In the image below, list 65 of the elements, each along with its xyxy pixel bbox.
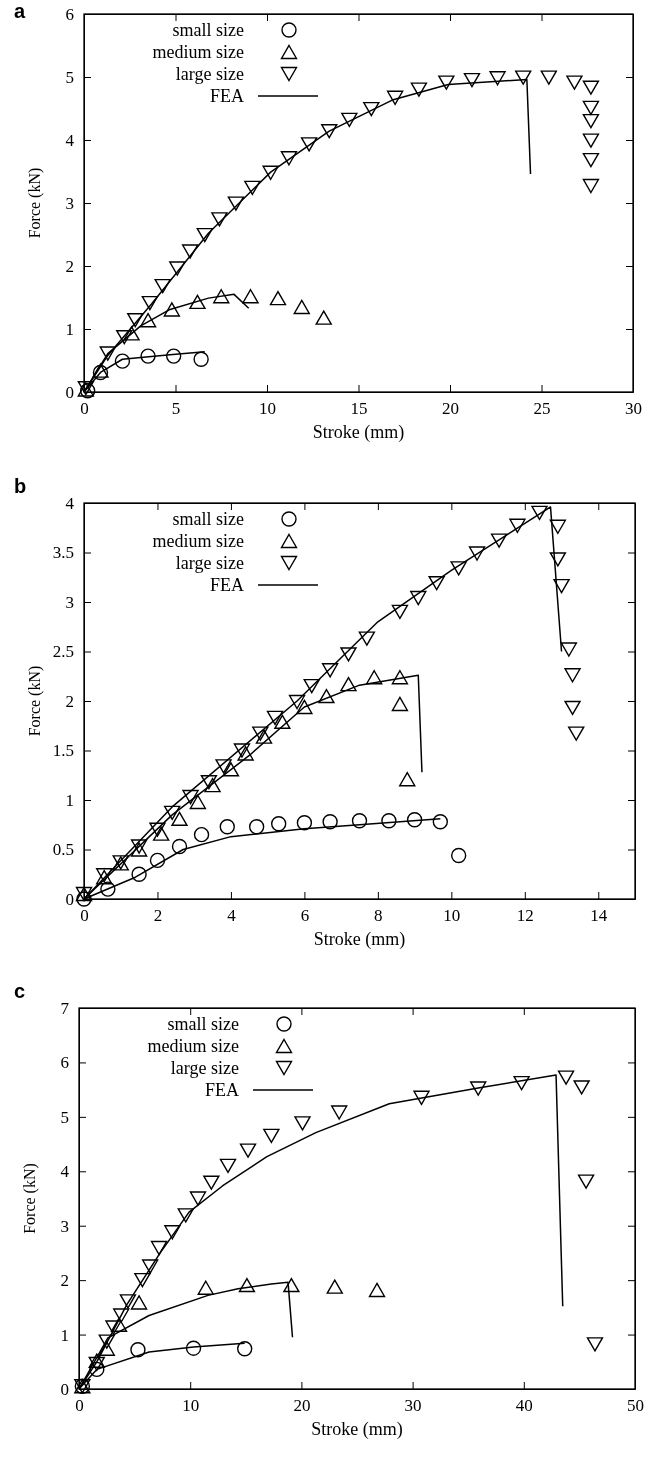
x-tick-label: 0 [80,399,89,419]
legend-label: small size [172,20,245,40]
y-tick-label: 1.5 [52,741,74,761]
x-tick-label: 8 [374,906,383,926]
legend-label: FEA [209,86,244,106]
y-axis-title: Force (kN) [26,665,44,737]
y-axis-title: Force (kN) [26,167,44,239]
y-tick-label: 4 [60,1162,70,1182]
x-axis-title: Stroke (mm) [313,929,406,950]
y-tick-label: 1 [65,319,74,339]
legend-label: large size [170,1058,239,1078]
x-tick-label: 10 [182,1396,200,1416]
y-tick-label: 4 [65,493,75,513]
x-tick-label: 0 [80,906,89,926]
y-tick-label: 2 [65,256,74,276]
chart-title: b [14,475,27,497]
x-axis-title: Stroke (mm) [312,422,405,443]
x-tick-label: 14 [590,906,608,926]
legend-label: small size [172,509,245,529]
y-tick-label: 6 [65,4,74,24]
y-tick-label: 7 [60,998,70,1018]
x-tick-label: 30 [625,399,642,419]
x-tick-label: 20 [293,1396,311,1416]
y-tick-label: 3 [65,193,74,213]
legend-label: small size [167,1014,240,1034]
y-tick-label: 4 [65,130,75,150]
x-tick-label: 10 [259,399,276,419]
y-tick-label: 3 [65,592,74,612]
x-axis-title: Stroke (mm) [311,1419,403,1440]
x-tick-label: 10 [443,906,461,926]
legend-label: medium size [152,42,244,62]
x-tick-label: 30 [404,1396,422,1416]
y-tick-label: 2 [60,1271,69,1291]
x-tick-label: 12 [516,906,534,926]
y-tick-label: 1 [65,790,74,810]
y-tick-label: 5 [60,1107,69,1127]
x-tick-label: 25 [533,399,551,419]
y-tick-label: 3 [60,1216,69,1236]
chart-title: c [14,980,26,1002]
y-tick-label: 2.5 [52,642,74,662]
x-tick-label: 5 [171,399,181,419]
y-tick-label: 1 [60,1325,69,1345]
y-tick-label: 3.5 [52,543,74,563]
chart-title: a [14,0,26,22]
x-tick-label: 15 [350,399,368,419]
x-tick-label: 2 [153,906,163,926]
legend-label: FEA [209,575,244,595]
y-tick-label: 6 [60,1053,69,1073]
legend-label: FEA [204,1080,239,1100]
x-tick-label: 6 [300,906,310,926]
x-tick-label: 20 [442,399,459,419]
x-tick-label: 40 [515,1396,533,1416]
y-tick-label: 0 [65,382,74,402]
y-tick-label: 0 [60,1379,69,1399]
legend-label: medium size [152,531,244,551]
y-tick-label: 0 [65,889,74,909]
y-tick-label: 2 [65,691,74,711]
y-tick-label: 5 [65,67,74,87]
legend-label: large size [175,64,244,84]
y-tick-label: 0.5 [52,840,74,860]
x-tick-label: 4 [227,906,237,926]
legend-label: medium size [147,1036,239,1056]
y-axis-title: Force (kN) [21,1163,39,1234]
legend-label: large size [175,553,244,573]
x-tick-label: 50 [627,1396,644,1416]
